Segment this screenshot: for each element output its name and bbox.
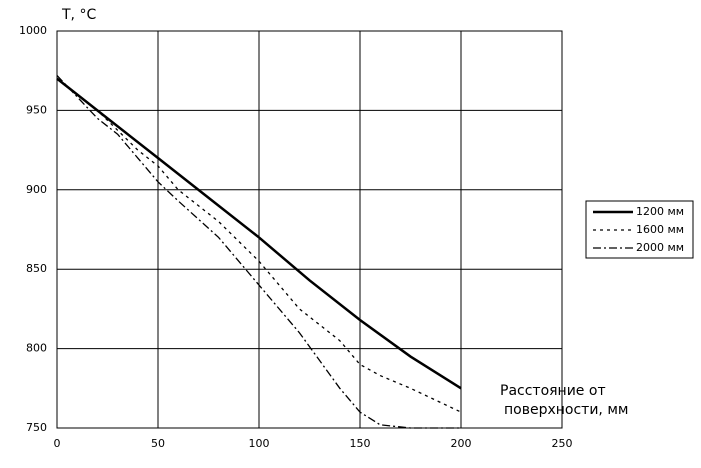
y-tick-label: 800 <box>26 342 47 355</box>
x-axis-label: поверхности, мм <box>504 402 628 418</box>
legend-box <box>585 200 694 259</box>
y-tick-label: 900 <box>26 183 47 196</box>
x-tick-label: 200 <box>451 437 472 450</box>
y-tick-label: 850 <box>26 262 47 275</box>
y-tick-label: 950 <box>26 103 47 116</box>
x-tick-label: 150 <box>350 437 371 450</box>
y-tick-label: 750 <box>26 421 47 434</box>
data-line <box>56 75 461 429</box>
x-tick-label: 50 <box>151 437 165 450</box>
x-tick-label: 250 <box>552 437 573 450</box>
y-tick-label: 1000 <box>19 24 47 37</box>
legend-label: 1200 мм <box>636 205 684 218</box>
data-line <box>56 78 462 413</box>
x-tick-label: 100 <box>249 437 270 450</box>
legend-label: 2000 мм <box>636 241 684 254</box>
x-tick-label: 0 <box>54 437 61 450</box>
plot-frame <box>56 30 563 429</box>
x-axis-label: Расстояние от <box>500 383 606 399</box>
data-line <box>56 77 462 390</box>
legend-label: 1600 мм <box>636 223 684 236</box>
y-axis-label: T, °C <box>61 7 96 23</box>
